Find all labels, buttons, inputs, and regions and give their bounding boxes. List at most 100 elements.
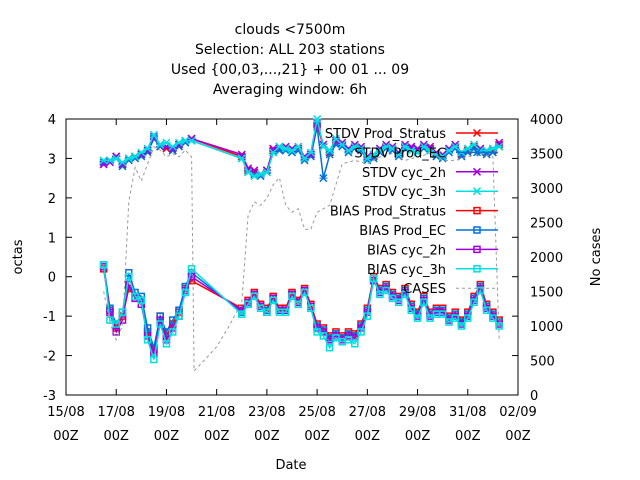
data-point <box>250 292 259 301</box>
data-point <box>319 174 328 183</box>
y-tick-label: 1 <box>48 231 56 246</box>
x-tick-label: 17/08 <box>97 405 134 420</box>
data-point <box>369 150 378 159</box>
data-point <box>351 339 359 348</box>
data-point <box>168 328 177 336</box>
data-point <box>473 265 481 273</box>
data-point <box>495 322 503 330</box>
x-tick-label: 23/08 <box>248 405 285 420</box>
y2-tick-label: 3500 <box>530 148 563 163</box>
data-point <box>338 140 347 149</box>
data-point <box>131 152 140 161</box>
x-tick-label: 21/08 <box>198 405 235 420</box>
series-line <box>103 145 500 373</box>
data-point <box>307 304 315 313</box>
data-point <box>489 314 497 322</box>
data-point <box>118 158 127 167</box>
data-point <box>269 296 277 305</box>
data-point <box>470 298 478 307</box>
data-point <box>287 146 297 155</box>
data-point <box>269 148 278 157</box>
x-tick-label: 19/08 <box>148 405 185 420</box>
data-point <box>394 150 403 159</box>
data-point <box>137 296 146 305</box>
data-point <box>400 142 410 151</box>
data-point <box>99 261 108 269</box>
data-point <box>168 142 177 151</box>
data-point <box>388 144 397 153</box>
data-point <box>238 310 246 318</box>
data-point <box>457 322 466 330</box>
data-point <box>426 146 435 155</box>
legend-label: STDV Prod_EC <box>354 146 446 161</box>
x-tick-label: 00Z <box>254 429 280 444</box>
plot-frame <box>65 118 519 396</box>
legend-label: BIAS Prod_Stratus <box>330 205 446 220</box>
data-point <box>444 146 453 155</box>
data-point <box>464 314 472 322</box>
legend-label: CASES <box>403 282 446 297</box>
title-line: Averaging window: 6h <box>213 82 367 98</box>
data-point <box>375 146 384 155</box>
data-point <box>472 187 482 196</box>
y2-tick-label: 2000 <box>530 251 563 266</box>
x-tick-label: 00Z <box>304 429 330 444</box>
legend-label: STDV cyc_3h <box>362 185 446 200</box>
data-point <box>363 154 372 163</box>
data-point <box>112 154 121 163</box>
data-point <box>401 290 409 299</box>
data-point <box>325 146 334 155</box>
y2-tick-label: 1500 <box>530 286 563 301</box>
data-point <box>156 312 164 320</box>
data-point <box>112 328 120 336</box>
title-line: Selection: ALL 203 stations <box>195 42 385 58</box>
x-tick-label: 00Z <box>204 429 230 444</box>
data-point <box>262 168 271 177</box>
data-point <box>472 148 482 157</box>
y-tick-label: -2 <box>43 350 56 365</box>
data-point <box>294 142 303 151</box>
data-point <box>445 318 453 326</box>
y2-tick-label: 2500 <box>530 217 563 232</box>
data-point <box>175 312 183 320</box>
y-axis: -3 -2 -1 0 1 2 3 4 <box>43 113 518 404</box>
title-line: Used {00,03,...,21} + 00 01 ... 09 <box>171 62 409 78</box>
data-point <box>472 128 482 138</box>
legend-item: BIAS Prod_Stratus <box>330 205 498 220</box>
y-tick-label: 4 <box>48 113 56 128</box>
legend-item: STDV cyc_2h <box>362 166 498 181</box>
data-point <box>288 292 296 301</box>
legend: STDV Prod_Stratus STDV Prod_EC STDV cyc_2h… <box>325 127 498 297</box>
data-point <box>187 265 196 273</box>
data-point <box>306 148 315 157</box>
y2-axis-label: No cases <box>589 228 604 287</box>
data-point <box>131 292 139 301</box>
legend-item: STDV Prod_EC <box>354 146 498 161</box>
legend-label: BIAS cyc_3h <box>367 263 446 278</box>
x-axis: 15/08 00Z 17/08 00Z 19/08 00Z 21/08 00Z 23/08 00Z… <box>47 119 537 444</box>
legend-item: BIAS cyc_3h <box>367 263 498 278</box>
y2-tick-label: 4000 <box>530 113 563 128</box>
data-point <box>426 314 434 322</box>
data-point <box>369 274 378 283</box>
data-point <box>319 142 328 151</box>
chart-title: clouds <7500m Selection: ALL 203 station… <box>171 22 409 98</box>
title-line: clouds <7500m <box>235 22 346 38</box>
data-point <box>357 328 365 336</box>
data-point <box>162 138 171 147</box>
series-bias-cyc-3h <box>99 261 503 364</box>
data-point <box>331 134 340 143</box>
data-point <box>300 154 309 163</box>
data-point <box>137 148 146 157</box>
data-point <box>382 286 390 295</box>
data-point <box>237 154 246 163</box>
data-point <box>451 314 459 322</box>
legend-item: CASES <box>403 282 498 297</box>
data-point <box>413 148 422 157</box>
data-point <box>187 136 196 145</box>
data-point <box>125 269 133 277</box>
x-tick-label: 00Z <box>355 429 381 444</box>
y-tick-label: 0 <box>48 271 56 286</box>
legend-item: STDV Prod_Stratus <box>325 127 498 142</box>
